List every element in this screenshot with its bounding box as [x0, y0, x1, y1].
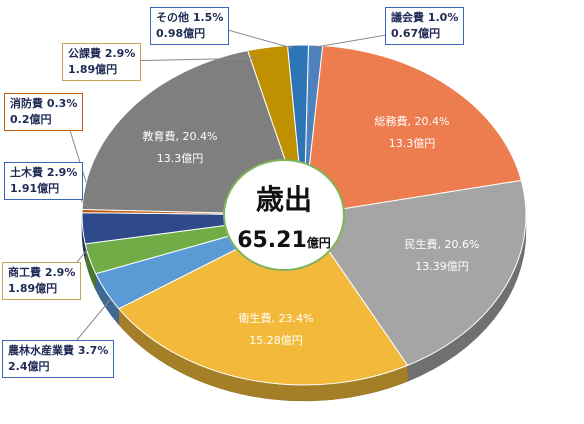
slice-label-衛生費: 衛生費, 23.4% 15.28億円 — [239, 311, 314, 347]
callout-amount: 1.89億円 — [8, 282, 58, 295]
callout-name: 公課費 2.9% — [68, 47, 136, 60]
callout-name: 消防費 0.3% — [10, 97, 78, 110]
callout-amount: 1.89億円 — [68, 63, 118, 76]
center-total-unit: 億円 — [307, 235, 331, 250]
center-total: 65.21億円 — [237, 228, 331, 253]
callout-amount: 1.91億円 — [10, 182, 60, 195]
callout-農林水産業費: 農林水産業費 3.7% 2.4億円 — [2, 340, 115, 378]
callout-name: その他 1.5% — [156, 11, 224, 24]
center-title: 歳出 — [256, 183, 312, 216]
slice-label-name: 衛生費, 23.4% — [239, 311, 314, 325]
callout-name: 農林水産業費 3.7% — [8, 344, 109, 357]
slice-label-教育費: 教育費, 20.4% 13.3億円 — [143, 129, 218, 165]
callout-name: 土木費 2.9% — [10, 166, 78, 179]
leader-公課費 — [121, 57, 259, 62]
callout-amount: 0.67億円 — [391, 27, 441, 40]
callout-name: 商工費 2.9% — [8, 266, 76, 279]
pie-slice-民生費 — [303, 179, 527, 366]
callout-土木費: 土木費 2.9% 1.91億円 — [4, 162, 84, 200]
slice-label-name: 総務費, 20.4% — [375, 114, 450, 128]
slice-label-amount: 13.3億円 — [157, 152, 204, 165]
callout-議会費: 議会費 1.0% 0.67億円 — [385, 7, 465, 45]
pie-slice-衛生費 — [117, 214, 409, 386]
slice-label-総務費: 総務費, 20.4% 13.3億円 — [375, 114, 450, 150]
slice-label-amount: 15.28億円 — [249, 334, 303, 347]
callout-amount: 0.98億円 — [156, 27, 206, 40]
callout-amount: 0.2億円 — [10, 113, 52, 126]
callout-公課費: 公課費 2.9% 1.89億円 — [62, 43, 142, 81]
slice-label-amount: 13.39億円 — [415, 260, 469, 273]
center-hole — [223, 159, 345, 271]
slice-label-民生費: 民生費, 20.6% 13.39億円 — [405, 237, 480, 273]
callout-amount: 2.4億円 — [8, 360, 50, 373]
center-total-value: 65.21 — [237, 228, 307, 253]
pie-slice-総務費 — [303, 45, 522, 216]
callout-name: 議会費 1.0% — [391, 11, 459, 24]
slice-label-amount: 13.3億円 — [389, 137, 436, 150]
callout-商工費: 商工費 2.9% 1.89億円 — [2, 262, 82, 300]
callout-消防費: 消防費 0.3% 0.2億円 — [4, 93, 84, 131]
slice-label-name: 教育費, 20.4% — [143, 129, 218, 143]
slice-label-name: 民生費, 20.6% — [405, 237, 480, 251]
callout-その他: その他 1.5% 0.98億円 — [150, 7, 230, 45]
